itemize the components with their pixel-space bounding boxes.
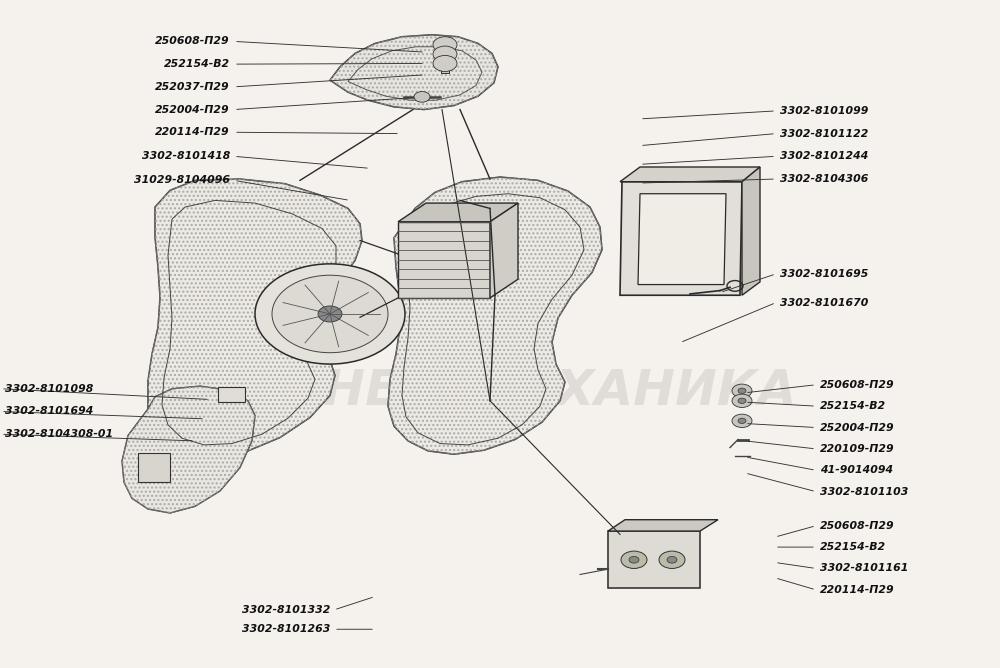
Polygon shape <box>638 194 726 285</box>
Circle shape <box>433 46 457 62</box>
Text: 3302-8101099: 3302-8101099 <box>780 106 868 116</box>
Text: 252154-В2: 252154-В2 <box>820 401 886 411</box>
Circle shape <box>433 37 457 53</box>
Circle shape <box>255 264 405 364</box>
Text: 250608-П29: 250608-П29 <box>820 521 895 530</box>
Polygon shape <box>122 386 255 513</box>
Text: ПЛАНЕТАМЕХАНИКА: ПЛАНЕТАМЕХАНИКА <box>202 367 798 415</box>
Circle shape <box>738 398 746 403</box>
Text: 252004-П29: 252004-П29 <box>820 423 895 432</box>
Text: 3302-8101670: 3302-8101670 <box>780 298 868 307</box>
Text: 3302-8101332: 3302-8101332 <box>242 605 330 615</box>
Polygon shape <box>330 35 498 110</box>
Text: 3302-8101695: 3302-8101695 <box>780 269 868 279</box>
Text: 3302-8101103: 3302-8101103 <box>820 487 908 496</box>
Polygon shape <box>441 40 449 73</box>
Text: 220109-П29: 220109-П29 <box>820 444 895 454</box>
Polygon shape <box>608 520 718 531</box>
Text: 252037-П29: 252037-П29 <box>155 82 230 92</box>
Text: 220114-П29: 220114-П29 <box>820 585 895 595</box>
Circle shape <box>272 275 388 353</box>
Circle shape <box>621 551 647 568</box>
Text: 3302-8101263: 3302-8101263 <box>242 625 330 634</box>
Circle shape <box>414 92 430 102</box>
Circle shape <box>732 384 752 397</box>
Text: 41-9014094: 41-9014094 <box>820 466 893 475</box>
Text: 3302-8101122: 3302-8101122 <box>780 129 868 138</box>
Circle shape <box>732 394 752 407</box>
Polygon shape <box>398 222 490 298</box>
Text: 3302-8101161: 3302-8101161 <box>820 564 908 573</box>
Polygon shape <box>742 167 760 295</box>
Text: 250608-П29: 250608-П29 <box>155 37 230 46</box>
Circle shape <box>738 418 746 424</box>
Text: 3302-8101694: 3302-8101694 <box>5 407 93 416</box>
Text: 3302-8101418: 3302-8101418 <box>142 152 230 161</box>
Circle shape <box>629 556 639 563</box>
Text: 250608-П29: 250608-П29 <box>820 380 895 389</box>
Circle shape <box>732 414 752 428</box>
Text: 220114-П29: 220114-П29 <box>155 128 230 137</box>
Polygon shape <box>218 387 245 402</box>
Polygon shape <box>388 177 602 454</box>
Circle shape <box>659 551 685 568</box>
Text: 3302-8101098: 3302-8101098 <box>5 384 93 393</box>
Polygon shape <box>148 179 362 456</box>
Text: 31029-8104096: 31029-8104096 <box>134 176 230 185</box>
Polygon shape <box>398 203 518 222</box>
Polygon shape <box>490 203 518 298</box>
Text: 3302-8104306: 3302-8104306 <box>780 174 868 184</box>
Polygon shape <box>620 167 760 182</box>
Text: 252154-В2: 252154-В2 <box>820 542 886 552</box>
Circle shape <box>738 388 746 393</box>
Polygon shape <box>608 531 700 588</box>
Circle shape <box>433 55 457 71</box>
Text: 3302-8101244: 3302-8101244 <box>780 152 868 161</box>
Circle shape <box>318 306 342 322</box>
Polygon shape <box>620 182 742 295</box>
Text: 252154-В2: 252154-В2 <box>164 59 230 69</box>
Polygon shape <box>138 453 170 482</box>
Circle shape <box>667 556 677 563</box>
Text: 252004-П29: 252004-П29 <box>155 105 230 114</box>
Text: 3302-8104308-01: 3302-8104308-01 <box>5 430 113 439</box>
